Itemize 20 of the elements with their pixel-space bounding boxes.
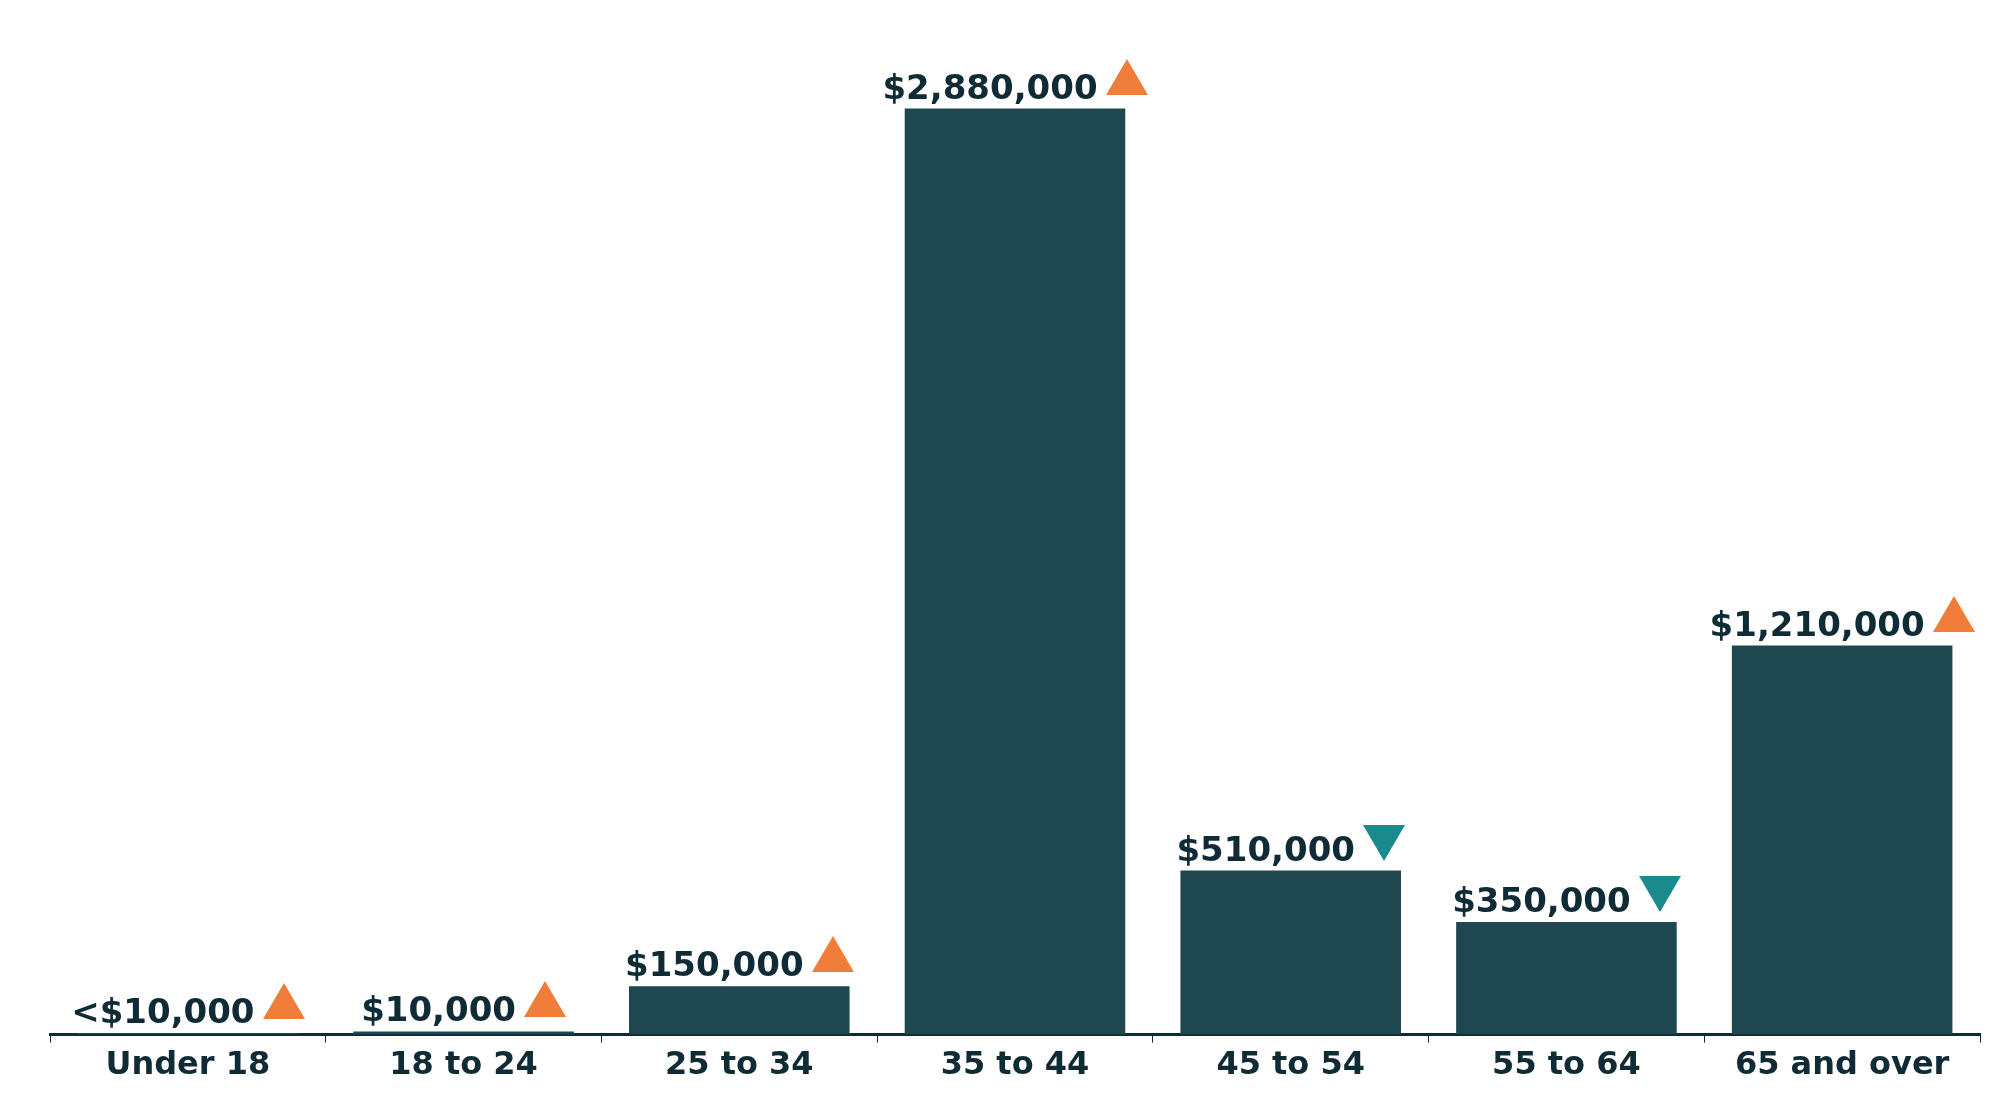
bar	[629, 986, 850, 1035]
data-label: $510,000	[1176, 828, 1355, 869]
x-tick-label: Under 18	[105, 1044, 271, 1083]
x-tick-label: 65 and over	[1734, 1044, 1950, 1083]
data-label: $1,210,000	[1709, 603, 1925, 644]
bar	[353, 1031, 574, 1035]
data-label: $2,880,000	[882, 66, 1098, 107]
data-label: $10,000	[361, 989, 516, 1030]
bar	[1456, 922, 1677, 1035]
bar	[1180, 870, 1401, 1035]
data-label: $350,000	[1452, 880, 1631, 921]
data-label: <$10,000	[71, 990, 255, 1031]
x-tick-label: 35 to 44	[940, 1044, 1090, 1083]
x-tick-label: 18 to 24	[389, 1044, 538, 1083]
data-label: $150,000	[625, 944, 804, 985]
x-tick-label: 25 to 34	[664, 1044, 814, 1083]
bar	[1731, 645, 1953, 1035]
x-tick-label: 55 to 64	[1492, 1044, 1641, 1083]
x-tick-label: 45 to 54	[1216, 1044, 1366, 1083]
bar	[904, 108, 1126, 1035]
